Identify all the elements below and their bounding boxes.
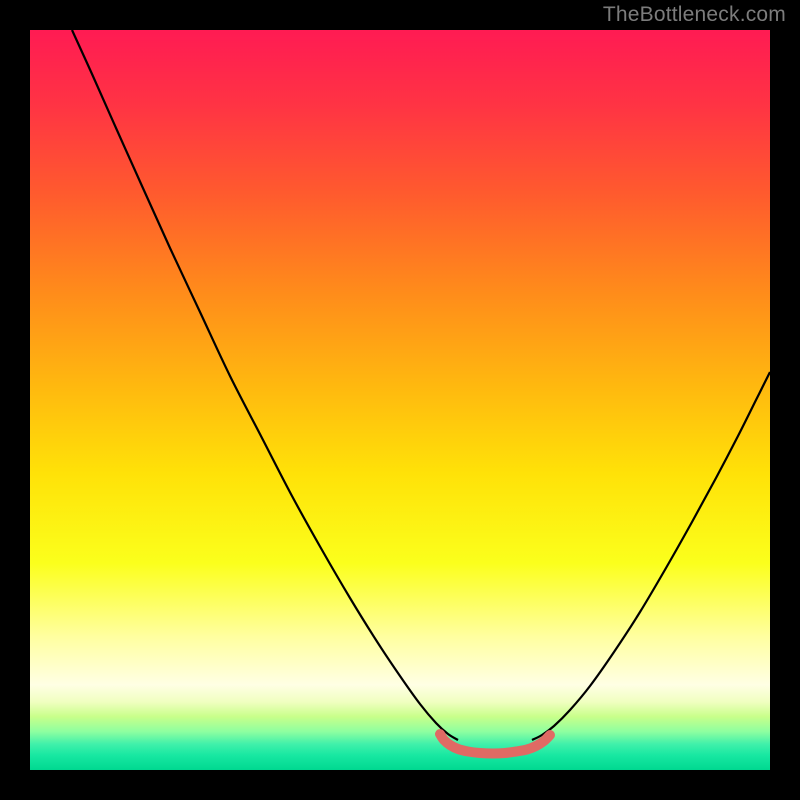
bottom-marker bbox=[440, 734, 550, 754]
bottleneck-chart bbox=[30, 30, 770, 770]
curve-right bbox=[532, 372, 770, 740]
watermark-text: TheBottleneck.com bbox=[603, 3, 786, 27]
chart-curves bbox=[30, 30, 770, 770]
curve-left bbox=[72, 30, 458, 740]
